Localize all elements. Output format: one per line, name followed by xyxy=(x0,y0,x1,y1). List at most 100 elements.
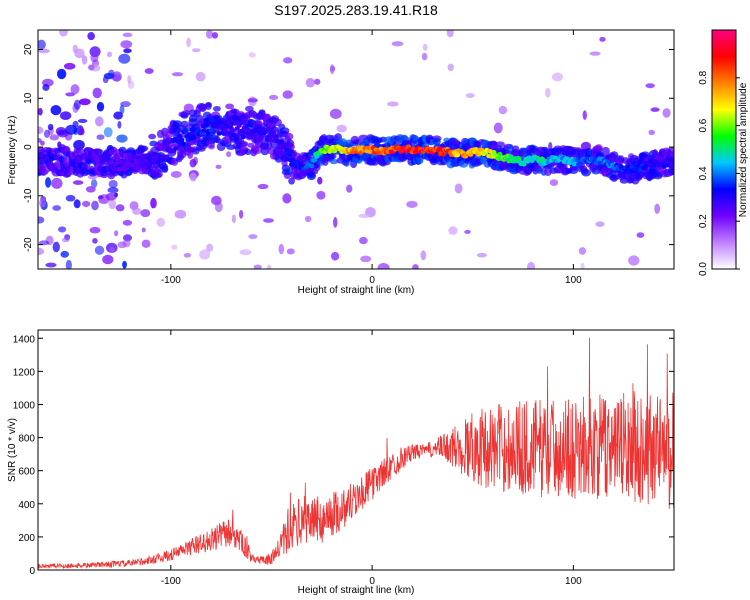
heatmap-cell xyxy=(244,148,252,156)
heatmap-cell xyxy=(313,78,321,85)
heatmap-cell xyxy=(95,116,104,127)
heatmap-cell xyxy=(50,104,62,116)
heatmap-cell xyxy=(239,209,244,219)
heatmap-cell xyxy=(422,43,428,51)
colorbar-tick-label: 0.4 xyxy=(698,166,709,180)
heatmap-cell xyxy=(94,245,105,255)
heatmap-cell xyxy=(256,124,262,130)
heatmap-cell xyxy=(103,72,115,80)
heatmap-cell xyxy=(317,176,323,185)
heatmap-cell xyxy=(248,52,256,58)
colorbar-gradient xyxy=(712,30,736,269)
heatmap-cell xyxy=(286,152,293,157)
spectrogram-heatmap xyxy=(38,30,674,269)
heatmap-cell xyxy=(199,249,211,260)
heatmap-cell xyxy=(70,84,80,95)
heatmap-cell xyxy=(288,143,295,151)
heatmap-cell xyxy=(143,158,149,163)
heatmap-cell xyxy=(118,53,131,64)
heatmap-cell xyxy=(116,134,128,143)
heatmap-cell xyxy=(511,145,520,153)
heatmap-cell xyxy=(85,186,96,193)
heatmap-cell xyxy=(38,247,45,256)
snr-xlabel: Height of straight line (km) xyxy=(298,585,415,596)
heatmap-cell xyxy=(150,197,157,209)
heatmap-cell xyxy=(377,263,390,269)
heatmap-cell xyxy=(421,52,428,61)
heatmap-cell xyxy=(122,219,133,226)
heatmap-cell xyxy=(250,146,260,154)
heatmap-cell xyxy=(279,150,286,156)
heatmap-cell xyxy=(201,128,207,133)
heatmap-cell xyxy=(182,110,190,116)
heatmap-cell xyxy=(177,134,183,139)
heatmap-cell xyxy=(105,159,114,166)
heatmap-cell xyxy=(45,262,57,268)
heatmap-cell xyxy=(65,124,78,135)
heatmap-cell xyxy=(628,255,640,266)
heatmap-cell xyxy=(122,234,133,242)
colorbar-ticks: 0.0 0.2 0.4 0.6 0.8 xyxy=(698,70,740,276)
heatmap-cell xyxy=(440,152,447,157)
heatmap-cell xyxy=(212,32,219,39)
heatmap-cell xyxy=(38,240,50,246)
heatmap-cell xyxy=(94,148,104,155)
heatmap-cell xyxy=(51,177,63,189)
heatmap-cell xyxy=(79,128,85,136)
heatmap-cell xyxy=(132,207,142,215)
heatmap-cell xyxy=(82,200,91,208)
heatmap-cell xyxy=(333,217,338,228)
heatmap-cell xyxy=(284,132,294,141)
heatmap-cell xyxy=(346,184,353,193)
heatmap-cell xyxy=(551,72,563,82)
heatmap-cell xyxy=(465,93,475,98)
heatmap-cell xyxy=(582,110,587,120)
heatmap-cell xyxy=(215,164,222,169)
heatmap-cell xyxy=(493,122,503,134)
colorbar-tick-label: 0.0 xyxy=(698,262,709,276)
heatmap-cell xyxy=(122,239,131,248)
heatmap-cell xyxy=(52,241,60,253)
colorbar-tick-label: 0.6 xyxy=(698,118,709,132)
heatmap-cell xyxy=(257,183,269,190)
heatmap-cell xyxy=(251,132,257,138)
heatmap-cell xyxy=(72,44,78,54)
heatmap-cell xyxy=(142,164,148,170)
heatmap-cell xyxy=(122,152,129,158)
heatmap-cell xyxy=(155,170,163,178)
heatmap-cell xyxy=(122,260,127,269)
heatmap-cell xyxy=(65,259,72,269)
y-tick-label: 1000 xyxy=(13,400,36,411)
heatmap-cell xyxy=(240,134,246,140)
heatmap-cell xyxy=(248,96,257,107)
y-tick-label: 800 xyxy=(18,434,35,445)
heatmap-cell xyxy=(208,128,214,133)
heatmap-cell xyxy=(279,127,290,135)
heatmap-cell xyxy=(59,111,72,120)
colorbar-tick-label: 0.2 xyxy=(698,214,709,228)
heatmap-cell xyxy=(244,123,250,128)
heatmap-cell xyxy=(288,177,295,185)
heatmap-cell xyxy=(650,107,660,112)
colorbar-tick-label: 0.8 xyxy=(698,70,709,84)
heatmap-cell xyxy=(391,41,404,47)
heatmap-cell xyxy=(58,226,67,233)
heatmap-cell xyxy=(224,123,230,129)
heatmap-cell xyxy=(45,177,52,188)
heatmap-cell xyxy=(358,213,370,219)
heatmap-cell xyxy=(248,234,258,240)
heatmap-cell xyxy=(56,68,67,80)
y-tick-label: 0 xyxy=(23,144,34,150)
heatmap-cell xyxy=(464,229,471,234)
heatmap-cell xyxy=(205,30,214,39)
heatmap-cell xyxy=(552,155,558,160)
heatmap-cell xyxy=(42,84,50,91)
heatmap-cell xyxy=(102,254,114,265)
heatmap-cell xyxy=(448,226,458,235)
heatmap-cell xyxy=(242,141,249,147)
heatmap-cell xyxy=(238,128,244,134)
heatmap-cell xyxy=(230,128,236,133)
heatmap-cell xyxy=(59,30,68,37)
heatmap-cell xyxy=(447,63,454,72)
heatmap-cell xyxy=(331,251,340,261)
